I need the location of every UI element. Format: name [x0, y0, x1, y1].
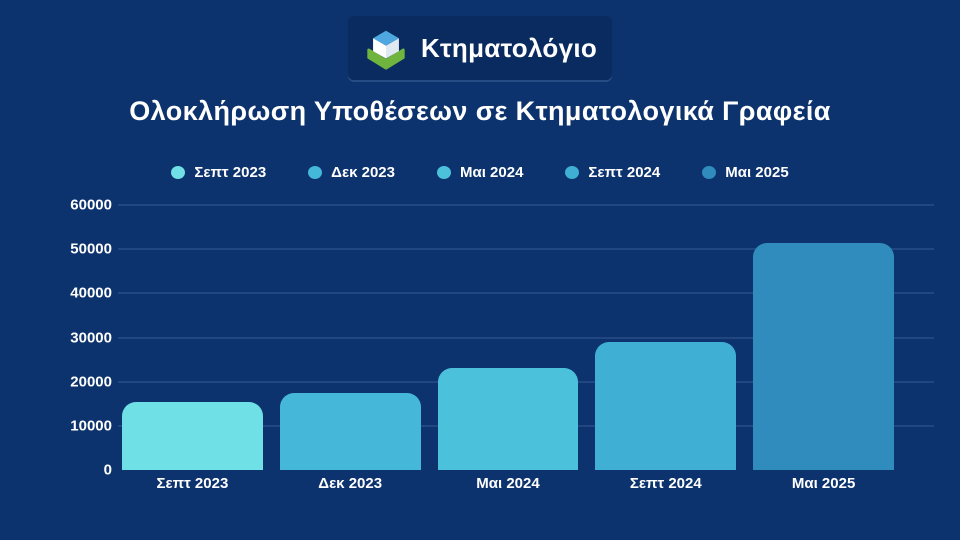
- x-tick-label: Δεκ 2023: [318, 475, 383, 492]
- bar-μαι-2024: [437, 368, 579, 470]
- legend-dot-icon: [565, 166, 580, 179]
- legend-label: Σεπτ 2024: [588, 164, 661, 181]
- legend-item: Σεπτ 2023: [171, 164, 266, 181]
- y-tick-label: 10000: [70, 417, 112, 435]
- y-tick-label: 30000: [70, 329, 112, 346]
- legend-item: Μαι 2024: [436, 164, 524, 181]
- x-tick-label: Μαι 2024: [476, 475, 540, 492]
- bar-slot: [279, 205, 421, 470]
- legend-dot-icon: [702, 166, 717, 179]
- legend-dot-icon: [436, 166, 451, 179]
- bar-σεπτ-2023: [122, 401, 263, 470]
- legend-item: Σεπτ 2024: [565, 164, 660, 181]
- cube-left-face: [373, 38, 386, 59]
- y-tick-label: 50000: [70, 240, 112, 258]
- legend-label: Σεπτ 2023: [194, 164, 267, 181]
- page-title: Ολοκλήρωση Υποθέσεων σε Κτηματολογικά Γρ…: [129, 96, 831, 126]
- x-tick-label: Σεπτ 2023: [156, 475, 229, 492]
- bar-δεκ-2023: [279, 392, 421, 470]
- x-tick-label: Σεπτ 2024: [629, 475, 702, 492]
- plot-area: [118, 204, 934, 470]
- y-tick-label: 20000: [70, 373, 112, 391]
- legend-label: Μαι 2024: [459, 164, 524, 181]
- y-tick-label: 0: [103, 461, 112, 479]
- y-tick-label: 60000: [70, 196, 112, 214]
- y-axis: 0 10000 20000 30000 40000 50000 60000: [60, 198, 112, 478]
- gridline: [118, 248, 934, 250]
- gridline: [118, 204, 934, 206]
- legend-label: Δεκ 2023: [331, 164, 395, 181]
- bar-slot: [753, 205, 894, 470]
- bar-slot: [595, 205, 737, 470]
- x-axis-labels: Σεπτ 2023 Δεκ 2023 Μαι 2024 Σεπτ 2024 Μαι 20…: [118, 475, 934, 495]
- gridline: [118, 292, 934, 294]
- x-tick-label: Μαι 2025: [791, 475, 856, 492]
- bar-slot: [122, 205, 263, 470]
- logo: Κτηματολόγιο: [348, 16, 612, 80]
- legend-item: Δεκ 2023: [308, 164, 395, 181]
- bar-slot: [437, 205, 579, 470]
- logo-text: Κτηματολόγιο: [420, 32, 598, 63]
- legend: Σεπτ 2023 Δεκ 2023 Μαι 2024 Σεπτ 2024 Μαι 20…: [0, 164, 960, 181]
- cube-right-face: [385, 38, 399, 59]
- chevron-shape: [367, 48, 405, 70]
- legend-item: Μαι 2025: [702, 164, 789, 181]
- gridline: [118, 337, 934, 338]
- bar-μαι-2025: [753, 242, 894, 470]
- legend-label: Μαι 2025: [725, 164, 789, 181]
- bar-chart: 0 10000 20000 30000 40000 50000 60000 Σεπτ 202…: [60, 197, 936, 495]
- bars: [118, 205, 934, 470]
- legend-dot-icon: [308, 166, 323, 179]
- legend-dot-icon: [171, 166, 186, 179]
- bar-σεπτ-2024: [595, 341, 737, 470]
- y-tick-label: 40000: [70, 284, 112, 302]
- cadastre-cube-icon: [367, 30, 405, 70]
